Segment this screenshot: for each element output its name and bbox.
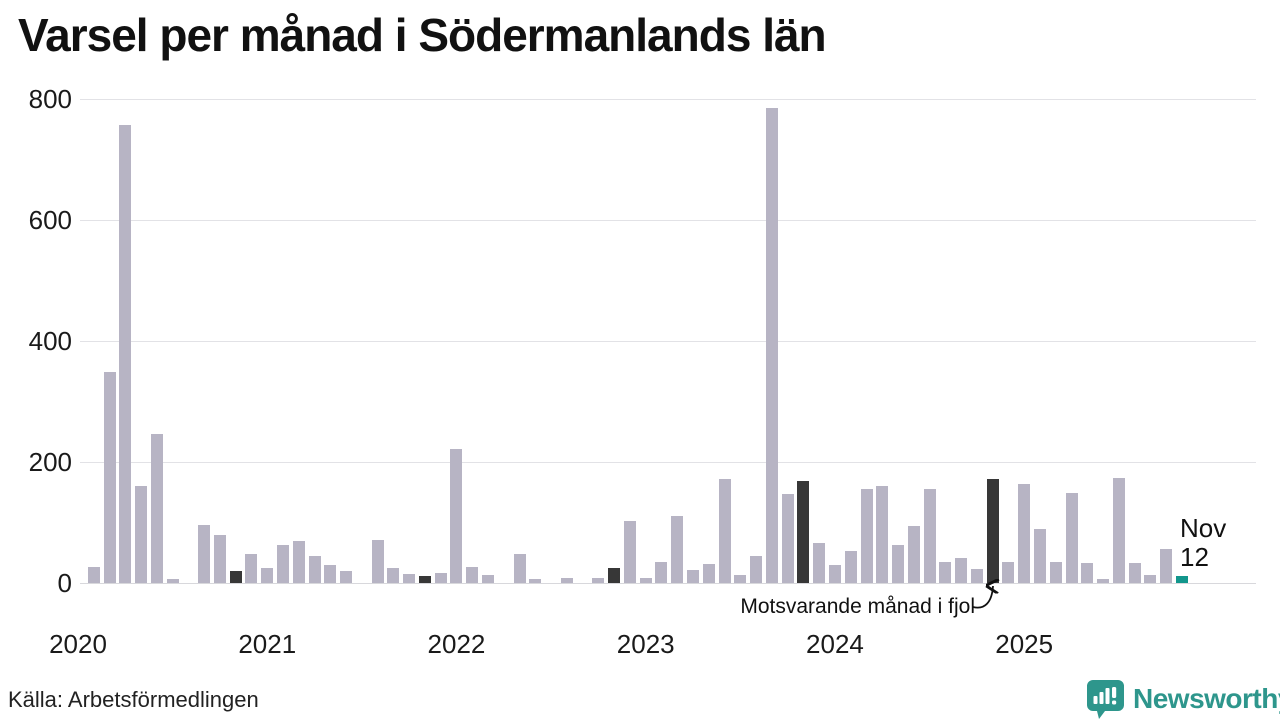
annotation-previous-year-text: Motsvarande månad i fjol: [740, 595, 975, 618]
bar-2022-Jan[interactable]: [450, 448, 463, 583]
x-axis-year-2020: 2020: [49, 629, 107, 659]
bar-2021-Sep[interactable]: [387, 568, 400, 583]
bar-2022-Aug[interactable]: [560, 578, 573, 583]
newsworthy-logo-icon: [1087, 680, 1124, 719]
gridline-800: [80, 99, 1256, 100]
bar-2023-Okt[interactable]: [781, 494, 794, 583]
bar-2024-Mar[interactable]: [860, 488, 873, 583]
chart-title: Varsel per månad i Södermanlands län: [18, 9, 827, 61]
bar-2021-Aug[interactable]: [371, 540, 384, 583]
newsworthy-logo: Newsworthy: [1086, 679, 1280, 719]
y-axis-tick-0: 0: [57, 568, 72, 598]
bar-2025-Mar[interactable]: [1049, 561, 1062, 583]
bar-2022-Okt[interactable]: [592, 577, 605, 583]
bar-2024-Jul[interactable]: [923, 489, 936, 583]
bar-2020-Jun[interactable]: [150, 434, 163, 583]
gridline-0: [80, 583, 1256, 584]
bar-2023-Aug[interactable]: [750, 555, 763, 583]
x-axis-year-2023: 2023: [616, 629, 675, 659]
gridline-400: [80, 341, 1256, 342]
x-axis-year-2024: 2024: [806, 629, 864, 659]
bar-2025-Okt[interactable]: [1160, 548, 1173, 583]
bar-2024-Apr[interactable]: [876, 485, 889, 583]
bar-2021-Mar[interactable]: [292, 540, 305, 583]
bar-2025-Jul[interactable]: [1112, 477, 1125, 583]
bar-2021-Dec[interactable]: [434, 572, 447, 583]
bar-2024-Nov[interactable]: [986, 478, 999, 583]
current-value: 12: [1180, 542, 1209, 572]
bar-2025-Jan[interactable]: [1018, 483, 1031, 583]
bar-2022-Maj[interactable]: [513, 553, 526, 583]
newsworthy-logo-text: Newsworthy: [1133, 683, 1280, 714]
bar-2024-Dec[interactable]: [1002, 562, 1015, 583]
bar-2023-Jan[interactable]: [639, 578, 652, 583]
bar-2021-Feb[interactable]: [277, 545, 289, 583]
bar-2024-Okt[interactable]: [970, 569, 983, 583]
bar-2025-Nov[interactable]: [1175, 575, 1188, 583]
bar-2020-Feb[interactable]: [87, 567, 100, 583]
bar-2020-Sep[interactable]: [198, 524, 211, 583]
bar-2025-Sep[interactable]: [1144, 574, 1157, 583]
bar-2024-Aug[interactable]: [939, 562, 952, 583]
bar-2022-Nov[interactable]: [608, 567, 621, 583]
bar-2020-Jul[interactable]: [166, 578, 179, 583]
bar-2021-Okt[interactable]: [403, 573, 416, 583]
bar-2020-Mar[interactable]: [103, 371, 116, 583]
bar-2021-Apr[interactable]: [308, 555, 321, 583]
bar-2024-Feb[interactable]: [844, 550, 857, 583]
bar-2023-Nov[interactable]: [797, 480, 810, 583]
bar-2025-Feb[interactable]: [1033, 529, 1046, 583]
gridline-600: [80, 220, 1256, 221]
bar-2023-Feb[interactable]: [655, 562, 668, 583]
bar-2022-Dec[interactable]: [623, 521, 636, 583]
y-axis-tick-800: 800: [28, 84, 72, 114]
bar-2025-Aug[interactable]: [1128, 563, 1141, 583]
bar-2021-Maj[interactable]: [324, 565, 337, 583]
bar-2021-Jun[interactable]: [340, 570, 353, 583]
gridline-200: [80, 462, 1256, 463]
bar-2022-Feb[interactable]: [466, 567, 479, 583]
bar-2023-Maj[interactable]: [702, 563, 715, 583]
bar-2021-Jan[interactable]: [261, 568, 274, 583]
bar-2020-Maj[interactable]: [135, 486, 148, 583]
current-month-label: Nov: [1180, 513, 1227, 543]
bar-2021-Nov[interactable]: [418, 575, 431, 583]
y-axis-tick-200: 200: [28, 447, 72, 477]
y-axis-tick-400: 400: [28, 326, 72, 356]
bar-2020-Apr[interactable]: [119, 125, 132, 583]
bar-2024-Jan[interactable]: [828, 565, 841, 583]
bar-2023-Jul[interactable]: [734, 575, 747, 583]
bar-2025-Maj[interactable]: [1081, 563, 1094, 583]
bar-2020-Okt[interactable]: [213, 535, 226, 583]
x-axis-year-2021: 2021: [238, 629, 297, 659]
annotation-arrow: [972, 574, 1002, 609]
bar-2025-Apr[interactable]: [1065, 492, 1078, 583]
bar-2025-Jun[interactable]: [1097, 579, 1110, 583]
bar-2020-Nov[interactable]: [229, 570, 242, 583]
y-axis-tick-600: 600: [28, 205, 72, 235]
bar-2023-Sep[interactable]: [765, 108, 778, 583]
bar-2022-Mar[interactable]: [482, 575, 495, 583]
bar-2024-Sep[interactable]: [955, 557, 968, 583]
bar-2023-Dec[interactable]: [813, 543, 826, 583]
current-value-label: Nov 12: [1180, 514, 1226, 572]
bar-2024-Jun[interactable]: [907, 526, 920, 583]
source-caption: Källa: Arbetsförmedlingen: [8, 687, 259, 712]
x-axis-year-2025: 2025: [995, 629, 1054, 659]
bar-2020-Dec[interactable]: [245, 553, 258, 583]
bar-2023-Mar[interactable]: [671, 516, 684, 583]
bar-2023-Apr[interactable]: [687, 569, 700, 583]
bar-2022-Jun[interactable]: [529, 578, 542, 583]
bar-2023-Jun[interactable]: [718, 478, 731, 583]
x-axis-year-2022: 2022: [427, 629, 486, 659]
bar-2024-Maj[interactable]: [892, 544, 905, 583]
